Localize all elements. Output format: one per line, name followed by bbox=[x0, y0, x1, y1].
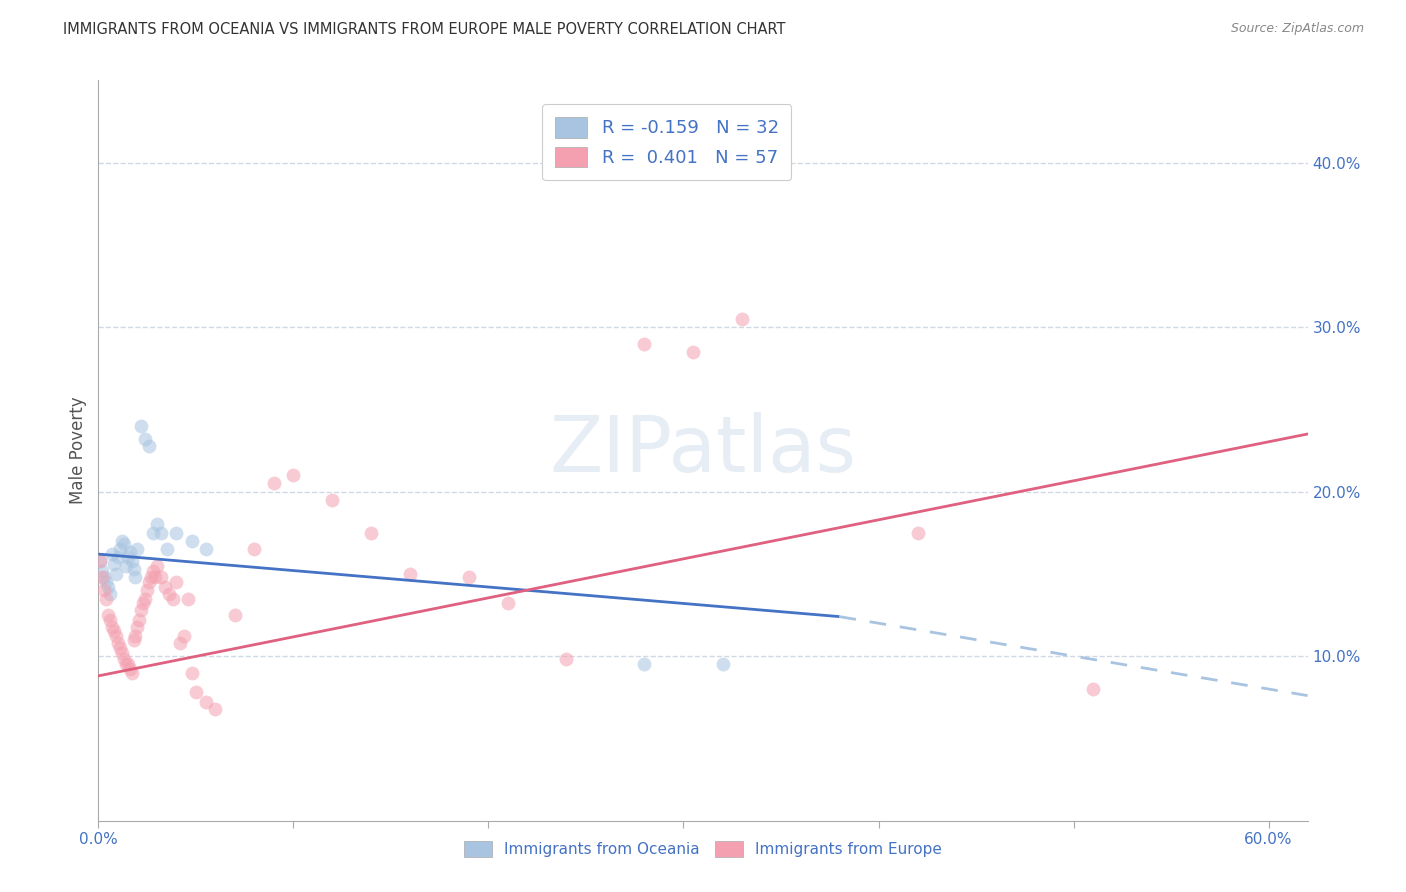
Point bbox=[149, 525, 172, 540]
Point bbox=[243, 542, 266, 557]
Point bbox=[114, 558, 136, 573]
Point bbox=[114, 657, 136, 672]
Point bbox=[111, 533, 134, 548]
Point bbox=[633, 657, 655, 672]
Point bbox=[128, 613, 150, 627]
Point bbox=[103, 557, 125, 571]
Point bbox=[139, 570, 162, 584]
Point bbox=[321, 492, 343, 507]
Point bbox=[204, 702, 226, 716]
Point bbox=[165, 525, 187, 540]
Point bbox=[93, 583, 115, 598]
Y-axis label: Male Poverty: Male Poverty bbox=[69, 397, 87, 504]
Point bbox=[127, 542, 149, 557]
Point bbox=[181, 665, 204, 680]
Point bbox=[124, 629, 146, 643]
Point bbox=[136, 583, 159, 598]
Point bbox=[224, 607, 246, 622]
Point bbox=[93, 570, 115, 584]
Point bbox=[101, 547, 124, 561]
Point bbox=[108, 542, 131, 557]
Point bbox=[496, 597, 519, 611]
Point bbox=[91, 564, 114, 578]
Point bbox=[156, 542, 179, 557]
Point bbox=[101, 619, 124, 633]
Point bbox=[633, 336, 655, 351]
Point bbox=[122, 632, 145, 647]
Point bbox=[98, 586, 121, 600]
Point bbox=[89, 554, 111, 568]
Point bbox=[165, 575, 187, 590]
Point bbox=[173, 629, 195, 643]
Point bbox=[142, 525, 165, 540]
Point bbox=[184, 685, 207, 699]
Point bbox=[142, 564, 165, 578]
Point bbox=[91, 570, 114, 584]
Point bbox=[117, 550, 139, 565]
Point bbox=[97, 580, 120, 594]
Text: Source: ZipAtlas.com: Source: ZipAtlas.com bbox=[1230, 22, 1364, 36]
Point bbox=[104, 629, 127, 643]
Point bbox=[124, 570, 146, 584]
Point bbox=[146, 517, 169, 532]
Point bbox=[146, 558, 169, 573]
Point bbox=[118, 662, 141, 676]
Point bbox=[98, 613, 121, 627]
Point bbox=[96, 591, 118, 606]
Point bbox=[96, 575, 118, 590]
Point bbox=[555, 652, 578, 666]
Point bbox=[360, 525, 382, 540]
Point bbox=[138, 438, 160, 452]
Point bbox=[112, 537, 135, 551]
Point bbox=[122, 562, 145, 576]
Text: IMMIGRANTS FROM OCEANIA VS IMMIGRANTS FROM EUROPE MALE POVERTY CORRELATION CHART: IMMIGRANTS FROM OCEANIA VS IMMIGRANTS FR… bbox=[63, 22, 786, 37]
Point bbox=[731, 311, 754, 326]
Point bbox=[682, 344, 704, 359]
Point bbox=[132, 597, 155, 611]
Point bbox=[112, 652, 135, 666]
Point bbox=[104, 566, 127, 581]
Point bbox=[169, 636, 191, 650]
Point bbox=[127, 619, 149, 633]
Point bbox=[162, 591, 184, 606]
Point bbox=[138, 575, 160, 590]
Point bbox=[907, 525, 929, 540]
Point bbox=[1081, 681, 1104, 696]
Point bbox=[149, 570, 172, 584]
Point bbox=[111, 646, 134, 660]
Point bbox=[181, 533, 204, 548]
Point bbox=[131, 603, 153, 617]
Point bbox=[97, 607, 120, 622]
Point bbox=[117, 657, 139, 672]
Point bbox=[177, 591, 200, 606]
Point bbox=[194, 695, 217, 709]
Point bbox=[143, 570, 166, 584]
Point bbox=[263, 476, 285, 491]
Point bbox=[121, 665, 143, 680]
Text: ZIPatlas: ZIPatlas bbox=[550, 412, 856, 489]
Point bbox=[89, 554, 111, 568]
Point bbox=[157, 586, 180, 600]
Point bbox=[194, 542, 217, 557]
Point bbox=[399, 566, 422, 581]
Point bbox=[131, 418, 153, 433]
Point bbox=[711, 657, 734, 672]
Point bbox=[121, 554, 143, 568]
Point bbox=[134, 591, 156, 606]
Point bbox=[458, 570, 481, 584]
Point bbox=[103, 624, 125, 639]
Point bbox=[134, 432, 156, 446]
Point bbox=[283, 468, 305, 483]
Legend: R = -0.159   N = 32, R =  0.401   N = 57: R = -0.159 N = 32, R = 0.401 N = 57 bbox=[543, 104, 792, 180]
Point bbox=[153, 580, 176, 594]
Point bbox=[107, 550, 129, 565]
Point bbox=[107, 636, 129, 650]
Point bbox=[118, 545, 141, 559]
Point bbox=[108, 640, 131, 655]
